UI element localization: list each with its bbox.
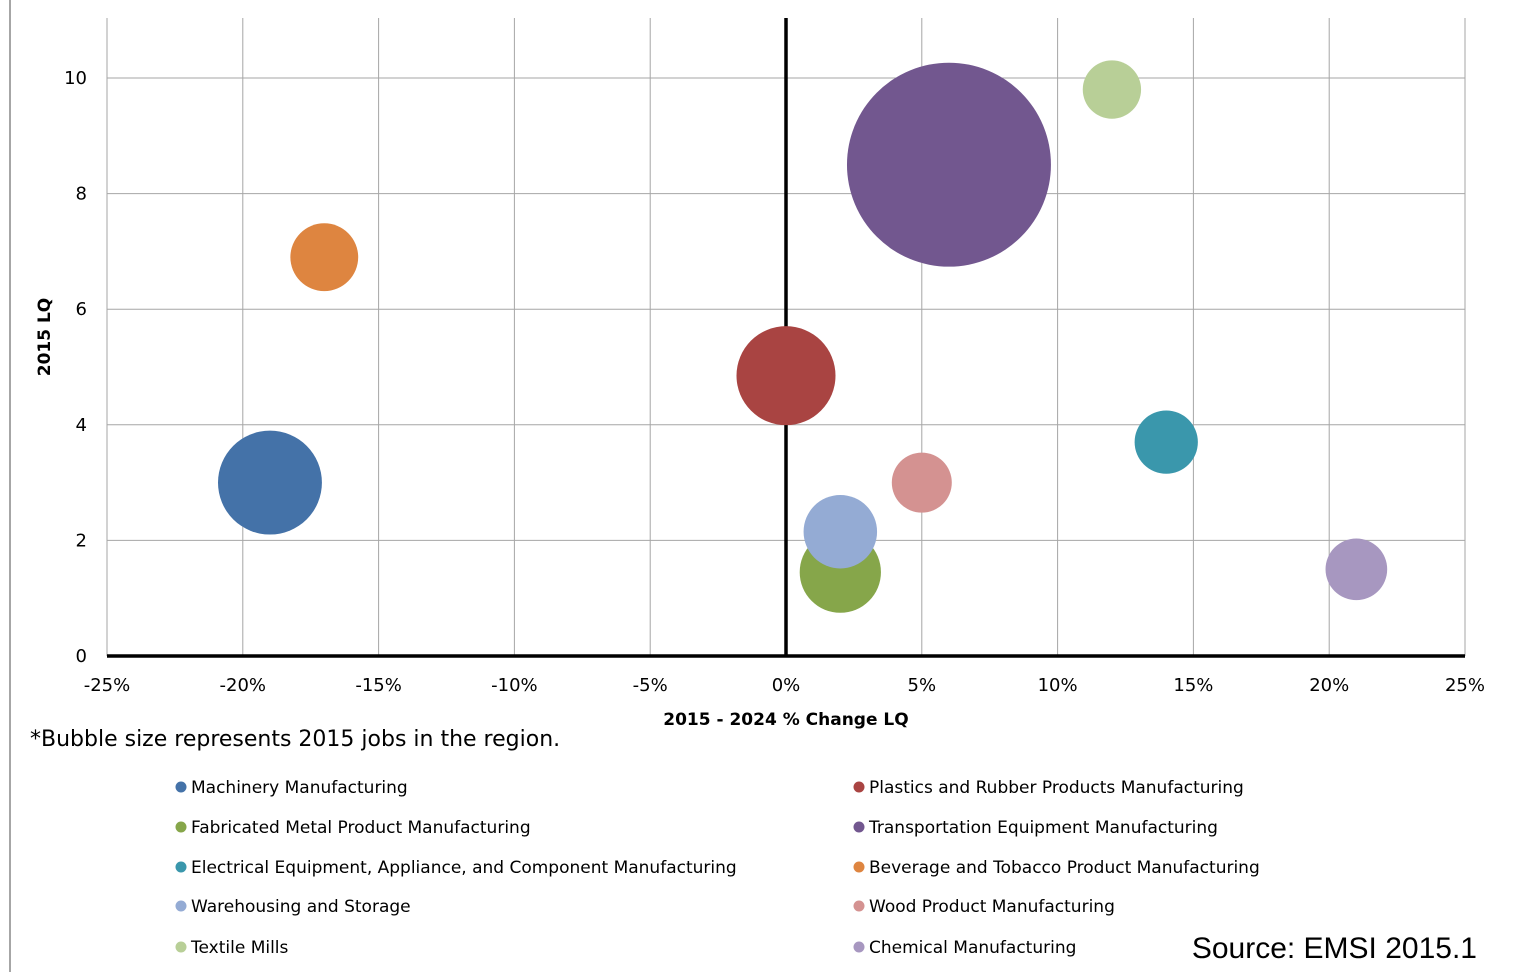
- legend-label: Electrical Equipment, Appliance, and Com…: [191, 858, 737, 878]
- bubble: [846, 62, 1051, 267]
- legend-marker: [853, 821, 865, 833]
- bubbles: [217, 60, 1388, 613]
- legend-item: Chemical Manufacturing: [853, 938, 1076, 958]
- bubble: [736, 326, 836, 426]
- legend-item: Wood Product Manufacturing: [853, 897, 1115, 917]
- legend-label: Warehousing and Storage: [191, 897, 411, 917]
- legend-marker: [175, 941, 187, 953]
- y-tick-label: 10: [64, 68, 87, 89]
- legend-label: Machinery Manufacturing: [191, 778, 408, 798]
- legend-label: Transportation Equipment Manufacturing: [868, 818, 1218, 838]
- x-tick-label: -25%: [84, 675, 131, 696]
- legend-marker: [853, 900, 865, 912]
- bubble: [1134, 410, 1198, 474]
- bubble: [290, 223, 359, 292]
- legend-item: Textile Mills: [175, 938, 289, 958]
- tick-labels: -25% -20% -15% -10% -5% 0% 5% 10% 15% 20% 25% 0 2 4 6 8…: [64, 68, 1485, 696]
- legend-item: Transportation Equipment Manufacturing: [853, 818, 1218, 838]
- y-tick-label: 2: [76, 530, 87, 551]
- y-tick-label: 0: [76, 646, 87, 667]
- legend-marker: [175, 821, 187, 833]
- x-axis-title: 2015 - 2024 % Change LQ: [663, 710, 908, 730]
- legend-label: Beverage and Tobacco Product Manufacturi…: [869, 858, 1260, 878]
- bubble: [217, 430, 322, 535]
- x-tick-label: 10%: [1038, 675, 1078, 696]
- x-tick-label: 25%: [1445, 675, 1485, 696]
- y-tick-label: 6: [76, 299, 87, 320]
- bubble-size-note: *Bubble size represents 2015 jobs in the…: [30, 727, 560, 752]
- legend-item: Machinery Manufacturing: [175, 778, 408, 798]
- legend-marker: [175, 900, 187, 912]
- legend-item: Beverage and Tobacco Product Manufacturi…: [853, 858, 1260, 878]
- y-tick-label: 4: [76, 415, 87, 436]
- legend-label: Plastics and Rubber Products Manufacturi…: [869, 778, 1244, 798]
- bubble: [1082, 60, 1142, 119]
- legend-marker: [853, 861, 865, 873]
- x-tick-label: -15%: [355, 675, 402, 696]
- legend-marker: [853, 781, 865, 793]
- source-note: Source: EMSI 2015.1: [1192, 932, 1477, 965]
- x-tick-label: 5%: [908, 675, 937, 696]
- legend: Machinery Manufacturing Plastics and Rubb…: [175, 778, 1260, 958]
- y-tick-label: 8: [76, 184, 87, 205]
- legend-label: Chemical Manufacturing: [869, 938, 1076, 958]
- legend-label: Wood Product Manufacturing: [869, 897, 1115, 917]
- legend-marker: [175, 781, 187, 793]
- legend-label: Fabricated Metal Product Manufacturing: [191, 818, 531, 838]
- bubble: [1325, 538, 1388, 601]
- legend-item: Electrical Equipment, Appliance, and Com…: [175, 858, 737, 878]
- x-tick-label: 15%: [1173, 675, 1213, 696]
- legend-label: Textile Mills: [190, 938, 289, 958]
- bubble: [891, 452, 952, 513]
- x-tick-label: -5%: [633, 675, 668, 696]
- legend-item: Fabricated Metal Product Manufacturing: [175, 818, 531, 838]
- x-tick-label: 0%: [772, 675, 801, 696]
- bubble: [803, 494, 878, 569]
- x-tick-label: 20%: [1309, 675, 1349, 696]
- x-tick-label: -20%: [220, 675, 267, 696]
- x-tick-label: -10%: [491, 675, 538, 696]
- legend-marker: [853, 941, 865, 953]
- legend-item: Warehousing and Storage: [175, 897, 411, 917]
- legend-marker: [175, 861, 187, 873]
- legend-item: Plastics and Rubber Products Manufacturi…: [853, 778, 1244, 798]
- y-axis-title: 2015 LQ: [35, 298, 55, 377]
